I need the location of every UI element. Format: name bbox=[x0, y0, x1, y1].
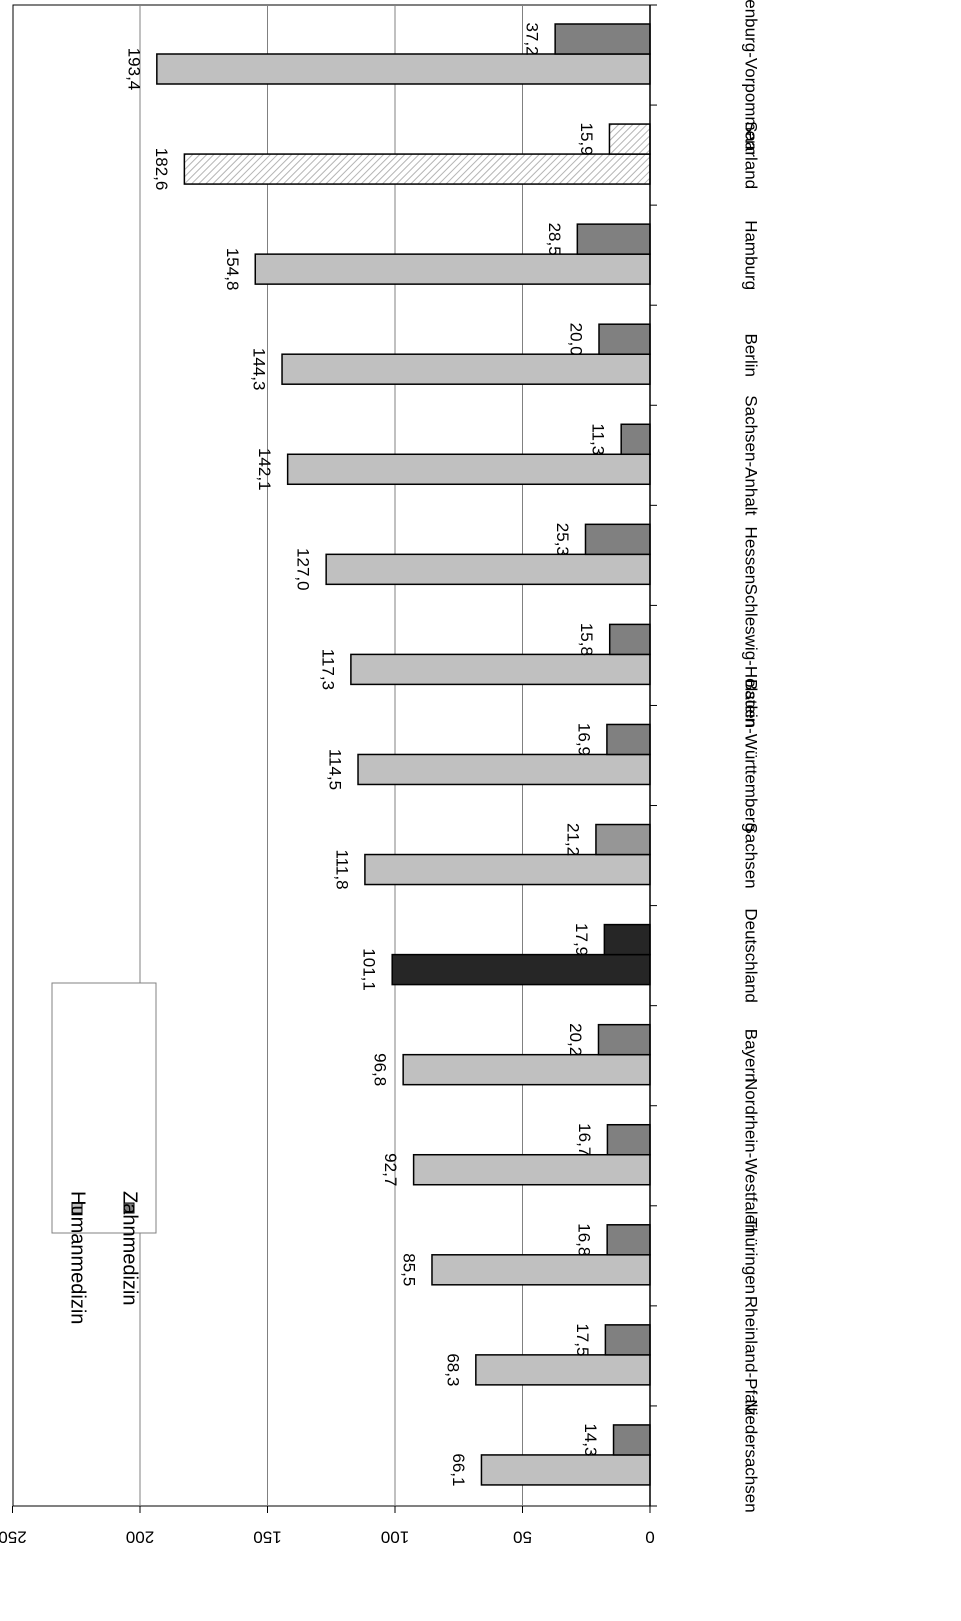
legend-swatch-zahnmedizin bbox=[123, 1202, 135, 1214]
category-label: Rheinland-Pfalz bbox=[742, 1296, 761, 1416]
data-label-humanmedizin: 127,0 bbox=[294, 548, 313, 591]
data-label-humanmedizin: 154,8 bbox=[223, 248, 242, 291]
data-label-zahnmedizin: 20,2 bbox=[566, 1023, 585, 1056]
tick-label: 250 bbox=[0, 1528, 27, 1547]
bar-humanmedizin bbox=[281, 353, 651, 385]
data-label-zahnmedizin: 17,9 bbox=[572, 923, 591, 956]
bar-zahnmedizin bbox=[597, 1023, 651, 1056]
data-label-humanmedizin: 66,1 bbox=[449, 1453, 468, 1486]
bar-zahnmedizin bbox=[608, 623, 651, 656]
data-label-humanmedizin: 144,3 bbox=[250, 348, 269, 391]
bar-zahnmedizin bbox=[604, 1324, 651, 1356]
category-label: Saarland bbox=[742, 121, 761, 189]
data-label-zahnmedizin: 11,3 bbox=[589, 423, 608, 455]
category-label: Bayern bbox=[742, 1029, 761, 1083]
bar-zahnmedizin bbox=[608, 123, 651, 155]
bar-humanmedizin bbox=[156, 53, 651, 85]
category-label: Hessen bbox=[742, 527, 761, 585]
category-label: Sachsen-Anhalt bbox=[742, 395, 761, 515]
data-label-zahnmedizin: 15,8 bbox=[577, 623, 596, 656]
legend-label-humanmedizin: Humanmedizin bbox=[67, 1191, 89, 1324]
data-label-humanmedizin: 96,8 bbox=[371, 1053, 390, 1086]
bar-zahnmedizin bbox=[606, 723, 651, 756]
data-label-humanmedizin: 117,3 bbox=[318, 649, 337, 690]
bar-humanmedizin bbox=[475, 1354, 651, 1386]
value-axis: 0 50 100 150 200 250 bbox=[0, 4, 657, 1547]
data-label-zahnmedizin: 16,7 bbox=[575, 1123, 594, 1156]
bar-humanmedizin bbox=[350, 653, 651, 686]
category-label: Deutschland bbox=[742, 908, 761, 1003]
data-label-zahnmedizin: 16,8 bbox=[575, 1223, 594, 1256]
data-label-humanmedizin: 101,1 bbox=[360, 948, 379, 991]
data-label-zahnmedizin: 14,3 bbox=[581, 1423, 600, 1456]
category-label: Schleswig-Holstein bbox=[742, 584, 761, 728]
bar-humanmedizin bbox=[412, 1153, 651, 1186]
data-label-zahnmedizin: 16,9 bbox=[574, 723, 593, 756]
category-label: Berlin bbox=[742, 333, 761, 376]
data-label-humanmedizin: 114,5 bbox=[326, 749, 345, 790]
data-label-humanmedizin: 85,5 bbox=[399, 1253, 418, 1286]
category-label: Hamburg bbox=[742, 220, 761, 290]
bar-humanmedizin bbox=[357, 753, 651, 786]
category-label: Niedersachsen bbox=[742, 1399, 761, 1512]
data-label-humanmedizin: 193,4 bbox=[124, 48, 143, 91]
category-label: Thüringen bbox=[742, 1218, 761, 1295]
data-label-zahnmedizin: 21,2 bbox=[563, 823, 582, 856]
data-label-humanmedizin: 92,7 bbox=[381, 1153, 400, 1186]
tick-label: 100 bbox=[381, 1528, 409, 1547]
data-label-zahnmedizin: 17,5 bbox=[573, 1323, 592, 1356]
bars bbox=[156, 23, 651, 1486]
data-label-humanmedizin: 68,3 bbox=[443, 1353, 462, 1386]
tick-label: 50 bbox=[513, 1528, 532, 1547]
bar-humanmedizin bbox=[391, 953, 651, 986]
bar-humanmedizin bbox=[254, 253, 651, 285]
data-label-humanmedizin: 182,6 bbox=[152, 148, 171, 191]
tick-label: 150 bbox=[253, 1528, 281, 1547]
category-label: Mecklenburg-Vorpommern bbox=[742, 0, 761, 155]
bar-zahnmedizin bbox=[584, 523, 651, 556]
category-label: Baden-Württemberg bbox=[742, 679, 761, 832]
data-labels: 66,1 14,3 68,3 17,5 85,5 16,8 92,7 16,7 96,8 20,2… bbox=[124, 22, 607, 1486]
legend-box bbox=[51, 982, 157, 1234]
bar-zahnmedizin bbox=[554, 23, 651, 55]
category-label: Sachsen bbox=[742, 822, 761, 888]
data-label-zahnmedizin: 20,0 bbox=[567, 323, 586, 356]
bar-zahnmedizin bbox=[576, 223, 651, 255]
category-labels: NiedersachsenRheinland-PfalzThüringenNor… bbox=[742, 0, 761, 1513]
bar-humanmedizin bbox=[325, 553, 651, 586]
bar-zahnmedizin bbox=[606, 1123, 651, 1156]
data-label-zahnmedizin: 15,9 bbox=[577, 123, 596, 156]
bar-humanmedizin bbox=[286, 453, 651, 486]
bar-zahnmedizin bbox=[598, 323, 651, 355]
bar-zahnmedizin bbox=[595, 823, 651, 856]
data-label-zahnmedizin: 25,3 bbox=[553, 523, 572, 556]
bar-humanmedizin bbox=[402, 1053, 651, 1086]
data-label-humanmedizin: 142,1 bbox=[255, 448, 274, 491]
legend-label-zahnmedizin: Zahnmedizin bbox=[119, 1191, 141, 1306]
legend: Humanmedizin Zahnmedizin bbox=[51, 982, 157, 1324]
bar-humanmedizin bbox=[183, 153, 651, 185]
data-label-zahnmedizin: 37,2 bbox=[523, 22, 542, 55]
legend-swatch-humanmedizin bbox=[71, 1202, 83, 1214]
data-label-zahnmedizin: 28,5 bbox=[545, 223, 564, 256]
category-label: Nordrhein-Westfalen bbox=[742, 1078, 761, 1234]
bar-humanmedizin bbox=[364, 853, 651, 886]
bar-humanmedizin bbox=[480, 1454, 651, 1486]
bar-humanmedizin bbox=[431, 1254, 651, 1286]
tick-label: 200 bbox=[126, 1528, 154, 1547]
bar-zahnmedizin bbox=[606, 1224, 651, 1256]
bar-zahnmedizin bbox=[612, 1424, 651, 1456]
bar-zahnmedizin bbox=[620, 423, 651, 456]
bar-zahnmedizin bbox=[603, 923, 651, 956]
data-label-humanmedizin: 111,8 bbox=[332, 850, 351, 890]
tick-label: 0 bbox=[645, 1528, 654, 1547]
